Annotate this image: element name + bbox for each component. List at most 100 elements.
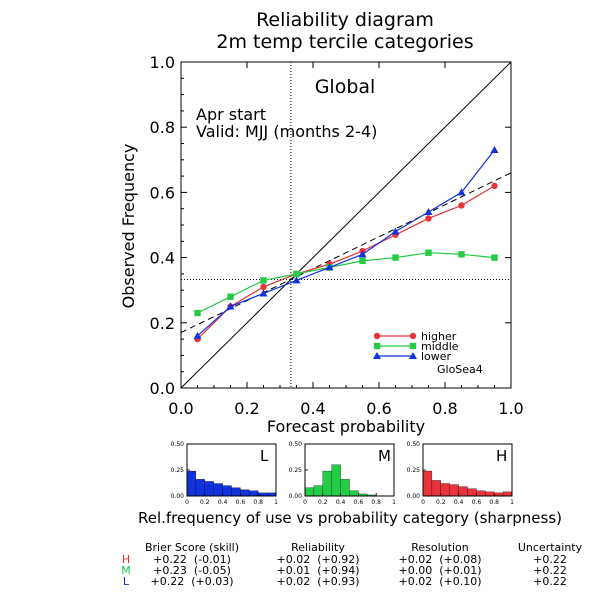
x-tick-label: 0.6 [366, 399, 391, 418]
series-line-lower [198, 150, 495, 336]
legend-marker-start [374, 333, 380, 339]
score-row-label: L [123, 575, 130, 588]
histogram-bar [432, 480, 441, 496]
series-lower [194, 146, 499, 339]
histogram-y-tick-label: 0.25 [407, 467, 421, 474]
y-axis-label: Observed Frequency [119, 144, 138, 309]
series-line-middle [198, 253, 495, 313]
model-label: GloSea4 [437, 363, 483, 376]
histogram-y-tick-label: 0.50 [289, 441, 303, 448]
reliability-plot: 0.0 0.2 0.4 0.6 0.8 1.0 0.0 0.2 0.4 0.6 0.8 1.0 Fo… [119, 53, 524, 436]
y-tick-label: 1.0 [150, 53, 175, 72]
histogram-bar [485, 492, 494, 496]
y-tick-label: 0.8 [150, 118, 175, 137]
histogram-bar [249, 491, 258, 496]
point-middle [491, 254, 497, 260]
histogram-x-tick-label: 0.2 [200, 499, 210, 506]
histogram-x-tick-label: 0.4 [218, 499, 228, 506]
histogram-x-tick-label: 0.8 [489, 499, 499, 506]
point-middle [392, 254, 398, 260]
histogram-y-tick-label: 0.25 [289, 467, 303, 474]
x-axis-label: Forecast probability [267, 417, 425, 436]
histogram-bar [223, 486, 232, 496]
histogram-y-tick-label: 0.00 [407, 493, 421, 500]
histogram-y-tick-label: 0.50 [407, 441, 421, 448]
y-tick-label: 0.6 [150, 183, 175, 202]
histogram-x-tick-label: 0.6 [354, 499, 364, 506]
histogram-x-tick-label: 0.8 [253, 499, 263, 506]
histogram-bar [232, 488, 241, 496]
histogram-y-tick-label: 0.00 [289, 493, 303, 500]
histogram-category-label: L [260, 447, 269, 465]
point-middle [227, 294, 233, 300]
histogram-x-tick-label: 0.4 [454, 499, 464, 506]
histogram-bar [459, 487, 468, 496]
reliability-figure: Reliability diagram 2m temp tercile cate… [0, 0, 600, 600]
score-table: Brier Score (skill) Reliability Resolution… [121, 541, 582, 588]
histogram-bar [314, 486, 323, 496]
series-group [194, 146, 499, 342]
histogram-bar [305, 488, 314, 496]
histogram-bar [214, 484, 223, 496]
score-cell: +0.22 [533, 575, 567, 588]
point-higher [260, 284, 266, 290]
series-middle [194, 250, 497, 317]
legend-marker-end [410, 333, 416, 339]
histogram-bar [441, 484, 450, 496]
chart-title-line2: 2m temp tercile categories [216, 31, 473, 53]
point-lower [425, 208, 433, 215]
point-middle [194, 310, 200, 316]
point-lower [491, 146, 499, 153]
y-tick-label: 0.0 [150, 379, 175, 398]
legend: highermiddlelower [373, 330, 459, 363]
histogram-x-tick-label: 0.2 [436, 499, 446, 506]
histogram-middle: M0.500.250.000 0.2 0.4 0.6 0.8 1 [289, 441, 396, 506]
point-middle [359, 258, 365, 264]
legend-item-lower: lower [373, 350, 452, 363]
y-tick-label: 0.4 [150, 249, 175, 268]
histogram-bar [450, 485, 459, 496]
histogram-x-tick-label: 0 [421, 499, 425, 506]
region-label: Global [315, 76, 376, 98]
histogram-y-tick-label: 0.25 [171, 467, 185, 474]
legend-marker-end [410, 343, 416, 349]
x-tick-label: 0.2 [234, 399, 259, 418]
y-tick-label: 0.2 [150, 314, 175, 333]
histogram-lower: L0.500.250.000 0.2 0.4 0.6 0.8 1 [171, 441, 278, 506]
x-tick-label: 0.4 [300, 399, 325, 418]
histogram-x-tick-label: 0.2 [318, 499, 328, 506]
sharpness-label: Rel.frequency of use vs probability cate… [138, 509, 562, 527]
histogram-bar [323, 471, 332, 496]
series-higher [194, 183, 497, 343]
histogram-higher: H 0.50 0.25 0.000 0.2 0.4 0.6 0.8 1 [407, 441, 514, 506]
x-tick-label: 1.0 [498, 399, 523, 418]
sharpness-histograms: L0.500.250.000 0.2 0.4 0.6 0.8 1M0.500.250.00… [171, 441, 514, 506]
histogram-x-tick-label: 0.4 [336, 499, 346, 506]
histogram-bar [350, 491, 359, 496]
histogram-bar [503, 492, 512, 496]
score-cell: +0.22 (+0.03) [151, 575, 234, 588]
score-cell: +0.02 (+0.10) [399, 575, 482, 588]
point-lower [392, 228, 400, 235]
histogram-x-tick-label: 1 [274, 499, 278, 506]
histogram-category-label: M [378, 447, 391, 465]
histogram-bar [240, 490, 249, 496]
point-higher [491, 183, 497, 189]
histogram-category-label: H [496, 447, 507, 465]
histogram-x-tick-label: 0 [303, 499, 307, 506]
histogram-bar [205, 481, 214, 496]
histogram-bar [341, 479, 350, 496]
histogram-bar [196, 479, 205, 496]
chart-title-line1: Reliability diagram [256, 9, 434, 31]
histogram-bar [423, 471, 432, 496]
x-tick-label: 0.0 [168, 399, 193, 418]
histogram-bar [187, 471, 196, 496]
point-middle [425, 250, 431, 256]
point-higher [425, 215, 431, 221]
point-middle [458, 251, 464, 257]
histogram-y-tick-label: 0.50 [171, 441, 185, 448]
histogram-bar [332, 465, 341, 496]
x-tick-label: 0.8 [432, 399, 457, 418]
histogram-x-tick-label: 1 [392, 499, 396, 506]
point-middle [293, 271, 299, 277]
